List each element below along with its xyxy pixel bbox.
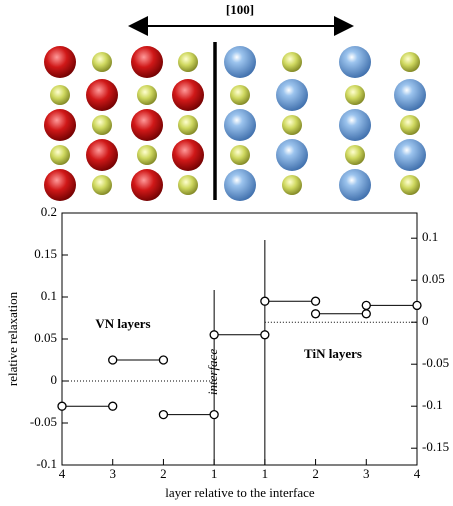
y-tick-label: 0.2 (41, 204, 57, 219)
n-atom (400, 52, 420, 72)
y-tick-label: 0.05 (34, 330, 57, 345)
y-tick-label: -0.1 (36, 456, 57, 471)
atoms (44, 46, 426, 201)
y2-tick-label: 0 (422, 313, 429, 328)
step-point (159, 356, 167, 364)
v-atom (172, 139, 204, 171)
y-tick-label: 0.1 (41, 288, 57, 303)
n-atom (345, 145, 365, 165)
v-atom (44, 46, 76, 78)
step-point (362, 301, 370, 309)
ti-atom (224, 169, 256, 201)
step-point (159, 411, 167, 419)
v-atom (86, 139, 118, 171)
step-point (413, 301, 421, 309)
n-atom (178, 175, 198, 195)
step-point (312, 310, 320, 318)
v-atom (172, 79, 204, 111)
tin-label: TiN layers (304, 346, 362, 361)
n-atom (400, 115, 420, 135)
v-atom (131, 109, 163, 141)
y-axis-label: relative relaxation (5, 291, 20, 386)
step-point (362, 310, 370, 318)
x-axis-label: layer relative to the interface (165, 485, 315, 500)
ti-atom (339, 46, 371, 78)
plot-frame (62, 213, 417, 465)
n-atom (345, 85, 365, 105)
step-point (312, 297, 320, 305)
n-atom (282, 115, 302, 135)
ti-atom (394, 79, 426, 111)
y2-tick-label: -0.05 (422, 355, 449, 370)
v-atom (86, 79, 118, 111)
ti-atom (394, 139, 426, 171)
n-atom (137, 85, 157, 105)
direction-label: [100] (226, 2, 254, 17)
v-atom (131, 169, 163, 201)
n-atom (92, 52, 112, 72)
ti-atom (224, 46, 256, 78)
step-point (261, 331, 269, 339)
n-atom (178, 115, 198, 135)
ti-atom (276, 139, 308, 171)
step-point (261, 297, 269, 305)
step-point (109, 356, 117, 364)
x-tick-label: 3 (109, 466, 116, 481)
y2-tick-label: -0.1 (422, 397, 443, 412)
y-tick-label: 0.15 (34, 246, 57, 261)
step-point (210, 411, 218, 419)
step-point (58, 402, 66, 410)
n-atom (92, 115, 112, 135)
n-atom (178, 52, 198, 72)
v-atom (44, 109, 76, 141)
x-tick-label: 4 (59, 466, 66, 481)
n-atom (230, 85, 250, 105)
n-atom (50, 145, 70, 165)
v-atom (44, 169, 76, 201)
x-tick-label: 2 (160, 466, 167, 481)
x-tick-label: 1 (262, 466, 269, 481)
y2-tick-label: 0.05 (422, 271, 445, 286)
n-atom (92, 175, 112, 195)
x-tick-label: 3 (363, 466, 370, 481)
interface-label: interface (205, 349, 220, 395)
ti-atom (224, 109, 256, 141)
x-tick-label: 4 (414, 466, 421, 481)
n-atom (230, 145, 250, 165)
x-tick-label: 1 (211, 466, 218, 481)
n-atom (137, 145, 157, 165)
figure: [100] relative relaxation layer relative… (0, 0, 453, 506)
v-atom (131, 46, 163, 78)
vn-label: VN layers (95, 316, 150, 331)
n-atom (400, 175, 420, 195)
step-point (210, 331, 218, 339)
y2-tick-label: -0.15 (422, 439, 449, 454)
ti-atom (276, 79, 308, 111)
y-tick-label: -0.05 (30, 414, 57, 429)
n-atom (282, 52, 302, 72)
n-atom (282, 175, 302, 195)
y-tick-label: 0 (51, 372, 58, 387)
step-point (109, 402, 117, 410)
ti-atom (339, 109, 371, 141)
ti-atom (339, 169, 371, 201)
x-tick-label: 2 (312, 466, 319, 481)
n-atom (50, 85, 70, 105)
y2-tick-label: 0.1 (422, 229, 438, 244)
